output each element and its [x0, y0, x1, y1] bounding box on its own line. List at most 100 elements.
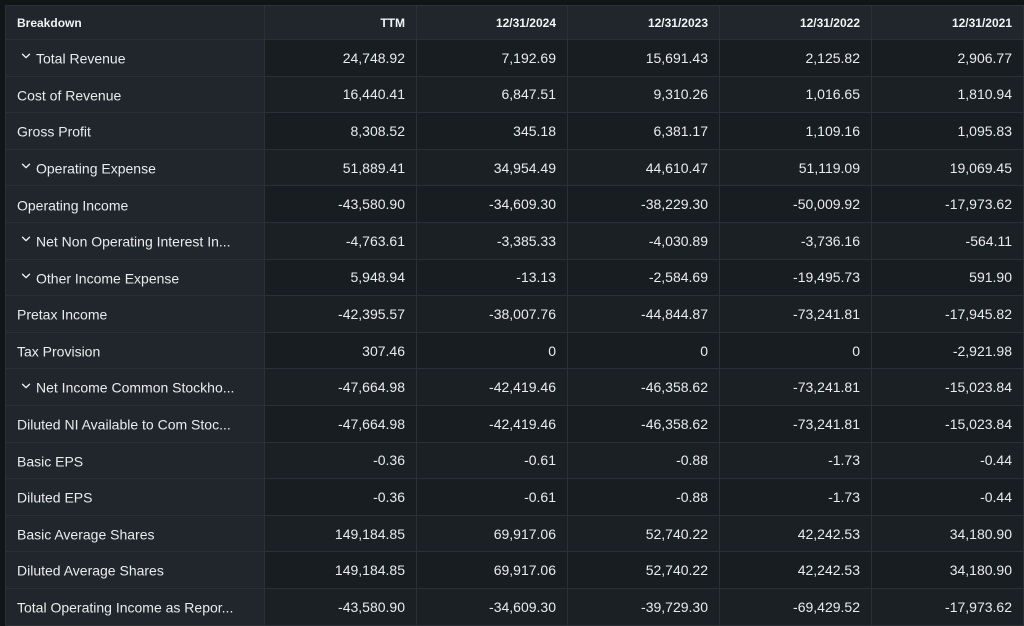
value-cell: 2,906.77	[871, 39, 1024, 77]
value-cell: 15,691.43	[567, 39, 720, 77]
value-cell: -1.73	[719, 478, 872, 516]
value-cell: -38,229.30	[567, 185, 720, 223]
row-label-tax-provision: Tax Provision	[5, 331, 265, 370]
value-cell: -17,973.62	[871, 587, 1024, 626]
column-header-breakdown: Breakdown	[5, 5, 265, 40]
chevron-down-icon[interactable]	[21, 271, 31, 281]
row-label-other-income-expense[interactable]: Other Income Expense	[5, 258, 265, 297]
value-cell: -564.11	[871, 221, 1024, 260]
table-row[interactable]: Net Non Operating Interest In... -4,763.6…	[5, 221, 1024, 260]
value-cell: 42,242.53	[719, 514, 872, 553]
value-cell: -34,609.30	[416, 587, 568, 626]
value-cell: 24,748.92	[264, 39, 417, 77]
value-cell: 345.18	[416, 112, 568, 150]
value-cell: 9,310.26	[567, 75, 720, 114]
value-cell: -2,584.69	[567, 258, 720, 297]
row-label-text: Tax Provision	[17, 343, 101, 360]
value-cell: 0	[416, 331, 568, 370]
row-label-text: Other Income Expense	[36, 270, 180, 286]
row-label-diluted-eps: Diluted EPS	[5, 478, 265, 516]
value-cell: -0.88	[567, 478, 720, 516]
row-label-basic-eps: Basic EPS	[5, 441, 265, 480]
value-cell: -19,495.73	[719, 258, 872, 297]
row-label-net-income-common-stockho[interactable]: Net Income Common Stockho...	[5, 368, 265, 406]
row-label-pretax-income: Pretax Income	[5, 295, 265, 333]
table-row: Gross Profit 8,308.52 345.18 6,381.17 1,109.…	[5, 112, 1024, 150]
value-cell: -1.73	[719, 441, 872, 480]
value-cell: -0.44	[871, 441, 1024, 480]
table-row: Total Operating Income as Repor... -43,58…	[5, 587, 1024, 626]
row-label-text: Pretax Income	[17, 306, 108, 323]
value-cell: 19,069.45	[871, 148, 1024, 187]
value-cell: 51,119.09	[719, 148, 872, 187]
value-cell: 0	[567, 331, 720, 370]
chevron-down-icon[interactable]	[21, 161, 31, 171]
value-cell: -17,973.62	[871, 185, 1024, 223]
value-cell: 42,242.53	[719, 551, 872, 589]
value-cell: -2,921.98	[871, 331, 1024, 370]
value-cell: -4,030.89	[567, 221, 720, 260]
row-label-text: Net Non Operating Interest In...	[36, 233, 231, 250]
value-cell: 69,917.06	[416, 551, 568, 589]
value-cell: 2,125.82	[719, 39, 872, 77]
table-row: Basic EPS -0.36 -0.61 -0.88 -1.73 -0.44	[5, 441, 1024, 480]
value-cell: -3,736.16	[719, 221, 872, 260]
value-cell: 591.90	[871, 258, 1024, 297]
table-row[interactable]: Net Income Common Stockho... -47,664.98 -4…	[5, 368, 1024, 406]
value-cell: 149,184.85	[264, 551, 417, 589]
value-cell: 16,440.41	[264, 75, 417, 114]
value-cell: 149,184.85	[264, 514, 417, 553]
row-label-diluted-average-shares: Diluted Average Shares	[5, 551, 265, 589]
row-label-text: Total Operating Income as Repor...	[17, 599, 234, 616]
row-label-text: Basic EPS	[17, 452, 84, 469]
table-header-row: Breakdown TTM 12/31/2024 12/31/2023 12/3…	[5, 5, 1024, 40]
value-cell: 7,192.69	[416, 39, 568, 77]
row-label-text: Operating Expense	[36, 160, 156, 177]
column-header-2023: 12/31/2023	[567, 5, 720, 40]
value-cell: -0.88	[567, 441, 720, 480]
value-cell: -0.61	[416, 441, 568, 480]
value-cell: -73,241.81	[719, 404, 872, 443]
row-label-basic-average-shares: Basic Average Shares	[5, 514, 265, 553]
value-cell: -46,358.62	[567, 404, 720, 443]
row-label-operating-expense[interactable]: Operating Expense	[5, 148, 265, 187]
chevron-down-icon[interactable]	[21, 234, 31, 244]
value-cell: -39,729.30	[567, 587, 720, 626]
value-cell: -38,007.76	[416, 295, 568, 333]
value-cell: -4,763.61	[264, 221, 417, 260]
value-cell: -42,395.57	[264, 295, 417, 333]
row-label-text: Operating Income	[17, 196, 129, 213]
column-header-2022: 12/31/2022	[719, 5, 872, 40]
table-row[interactable]: Operating Expense 51,889.41 34,954.49 44,61…	[5, 148, 1024, 187]
row-label-text: Diluted NI Available to Com Stoc...	[17, 416, 231, 433]
value-cell: 6,381.17	[567, 112, 720, 150]
value-cell: -17,945.82	[871, 295, 1024, 333]
chevron-down-icon[interactable]	[21, 51, 31, 61]
row-label-net-non-operating-interest-in[interactable]: Net Non Operating Interest In...	[5, 221, 265, 260]
value-cell: -47,664.98	[264, 368, 417, 406]
value-cell: -42,419.46	[416, 368, 568, 406]
value-cell: 34,180.90	[871, 514, 1024, 553]
row-label-total-revenue[interactable]: Total Revenue	[5, 39, 265, 77]
row-label-operating-income: Operating Income	[5, 185, 265, 223]
table-row: Diluted NI Available to Com Stoc... -47,6…	[5, 404, 1024, 443]
row-label-text: Total Revenue	[36, 50, 126, 67]
row-label-text: Diluted Average Shares	[17, 562, 164, 579]
value-cell: -15,023.84	[871, 368, 1024, 406]
table-row: Operating Income -43,580.90 -34,609.30 -38,…	[5, 185, 1024, 223]
value-cell: -0.61	[416, 478, 568, 516]
table-row: Diluted EPS -0.36 -0.61 -0.88 -1.73 -0.44	[5, 478, 1024, 516]
value-cell: 6,847.51	[416, 75, 568, 114]
value-cell: -69,429.52	[719, 587, 872, 626]
table-row[interactable]: Total Revenue 24,748.92 7,192.69 15,691.43 2…	[5, 39, 1024, 77]
chevron-down-icon[interactable]	[21, 381, 31, 391]
table-body: Total Revenue 24,748.92 7,192.69 15,691.43 2…	[5, 39, 1024, 626]
row-label-total-operating-income-as-repor: Total Operating Income as Repor...	[5, 587, 265, 626]
value-cell: -44,844.87	[567, 295, 720, 333]
value-cell: -42,419.46	[416, 404, 568, 443]
value-cell: 51,889.41	[264, 148, 417, 187]
value-cell: -50,009.92	[719, 185, 872, 223]
value-cell: 1,095.83	[871, 112, 1024, 150]
value-cell: -13.13	[416, 258, 568, 297]
table-row[interactable]: Other Income Expense 5,948.94 -13.13 -2,584…	[5, 258, 1024, 297]
